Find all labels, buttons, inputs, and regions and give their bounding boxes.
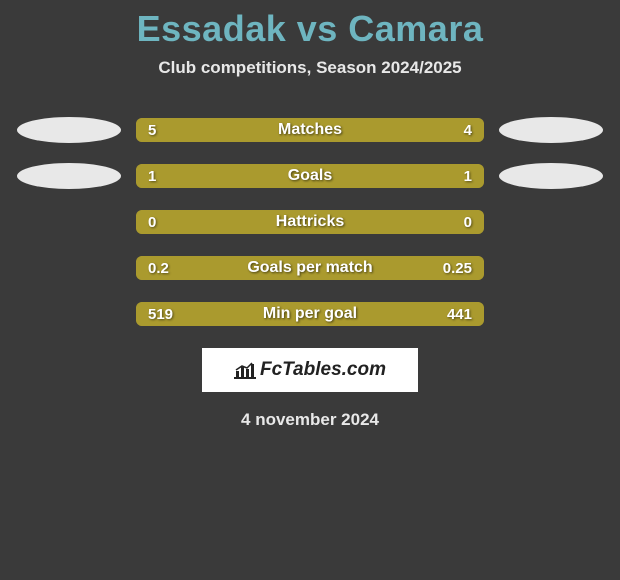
stat-bar: 0 0 Hattricks (136, 210, 484, 234)
comparison-row: 1 1 Goals (0, 164, 620, 188)
stat-value-right: 1 (464, 168, 472, 185)
logo-text: FcTables.com (260, 359, 386, 381)
stat-value-left: 0 (148, 214, 156, 231)
stat-bar: 5 4 Matches (136, 118, 484, 142)
stat-value-right: 441 (447, 306, 472, 323)
player-left-ellipse (17, 117, 121, 143)
stat-label: Min per goal (263, 305, 357, 323)
comparison-row: 0.2 0.25 Goals per match (0, 256, 620, 280)
comparison-row: 5 4 Matches (0, 118, 620, 142)
stat-label: Hattricks (276, 213, 344, 231)
player-right-ellipse (499, 163, 603, 189)
stat-bar: 0.2 0.25 Goals per match (136, 256, 484, 280)
bar-fill-right (310, 164, 484, 188)
comparison-row: 0 0 Hattricks (0, 210, 620, 234)
subtitle: Club competitions, Season 2024/2025 (0, 58, 620, 78)
comparison-row: 519 441 Min per goal (0, 302, 620, 326)
stat-value-right: 0 (464, 214, 472, 231)
stat-bar: 1 1 Goals (136, 164, 484, 188)
stat-value-right: 0.25 (443, 260, 472, 277)
stat-value-left: 1 (148, 168, 156, 185)
stat-label: Goals (288, 167, 332, 185)
stat-value-right: 4 (464, 122, 472, 139)
stat-value-left: 0.2 (148, 260, 169, 277)
stat-value-left: 519 (148, 306, 173, 323)
date: 4 november 2024 (0, 410, 620, 430)
page-title: Essadak vs Camara (0, 0, 620, 50)
bar-fill-right (330, 118, 485, 142)
stat-label: Matches (278, 121, 342, 139)
logo-box: FcTables.com (202, 348, 418, 392)
stat-value-left: 5 (148, 122, 156, 139)
logo: FcTables.com (234, 359, 386, 381)
chart-icon (234, 361, 256, 379)
stat-bar: 519 441 Min per goal (136, 302, 484, 326)
bar-fill-left (136, 164, 310, 188)
player-right-ellipse (499, 117, 603, 143)
comparison-rows: 5 4 Matches 1 1 Goals 0 0 Hattricks 0.2 0.25 Goals … (0, 118, 620, 326)
player-left-ellipse (17, 163, 121, 189)
stat-label: Goals per match (247, 259, 372, 277)
